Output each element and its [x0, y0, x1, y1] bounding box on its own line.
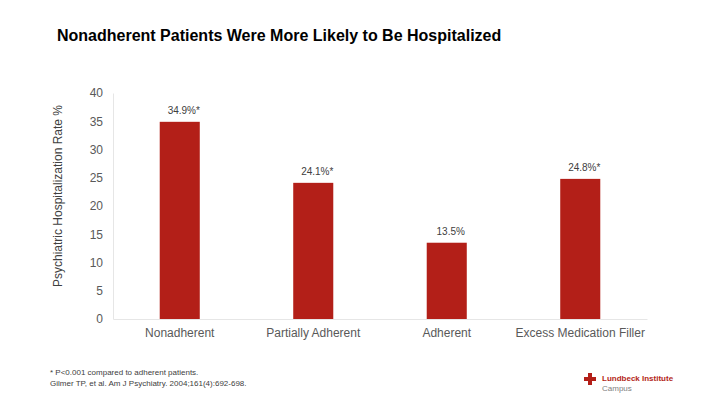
x-tick-label: Excess Medication Filler	[516, 326, 645, 340]
data-label: 34.9%*	[168, 105, 200, 116]
x-tick-label: Partially Adherent	[266, 326, 361, 340]
bar	[160, 122, 200, 319]
x-tick: Excess Medication Filler	[516, 319, 645, 340]
y-tick-label: 10	[90, 256, 104, 270]
y-tick: 0	[96, 312, 113, 326]
y-axis: 0 5 10 15 20 25 30 35 40	[90, 86, 114, 326]
x-tick: Adherent	[422, 319, 471, 340]
x-axis: Nonadherent Partially Adherent Adherent Exc…	[114, 319, 648, 340]
logo-shape	[584, 373, 596, 385]
y-tick-label: 25	[90, 171, 104, 185]
annotation: Campus	[602, 384, 632, 393]
y-axis-title: Psychiatric Hospitalization Rate %	[51, 105, 65, 287]
data-label: 24.1%*	[301, 166, 333, 177]
y-tick: 35	[90, 115, 113, 129]
data-labels: 34.9%* 24.1%* 13.5% 24.8%*	[168, 105, 601, 237]
x-tick-label: Nonadherent	[145, 326, 215, 340]
y-tick: 30	[90, 143, 113, 157]
y-tick: 25	[90, 171, 113, 185]
x-tick: Partially Adherent	[266, 319, 361, 340]
y-tick-label: 30	[90, 143, 104, 157]
data-label: 13.5%	[437, 226, 465, 237]
y-tick-label: 15	[90, 228, 104, 242]
y-tick: 15	[90, 228, 113, 242]
y-tick-label: 5	[96, 284, 103, 298]
bar	[293, 183, 333, 319]
y-tick-label: 20	[90, 199, 104, 213]
bar	[560, 179, 600, 319]
y-axis-line	[113, 94, 114, 320]
annotation: Gilmer TP, et al. Am J Psychiatry. 2004;…	[50, 379, 247, 388]
y-tick: 10	[90, 256, 113, 270]
y-tick: 5	[96, 284, 113, 298]
y-tick-label: 0	[96, 312, 103, 326]
x-tick: Nonadherent	[145, 319, 215, 340]
annotations: * P<0.001 compared to adherent patients.…	[50, 368, 674, 393]
bars	[160, 122, 601, 319]
logo-icon	[584, 373, 596, 385]
bar	[427, 243, 467, 319]
annotation: * P<0.001 compared to adherent patients.	[50, 368, 198, 377]
y-tick-label: 40	[90, 86, 104, 100]
chart: Nonadherent Patients Were More Likely to…	[0, 0, 720, 405]
x-axis-line	[114, 319, 648, 320]
y-tick: 40	[90, 86, 113, 100]
y-tick-label: 35	[90, 115, 104, 129]
data-label: 24.8%*	[568, 162, 600, 173]
y-tick: 20	[90, 199, 113, 213]
title: Nonadherent Patients Were More Likely to…	[57, 27, 501, 44]
x-tick-label: Adherent	[422, 326, 471, 340]
annotation: Lundbeck Institute	[602, 374, 674, 383]
